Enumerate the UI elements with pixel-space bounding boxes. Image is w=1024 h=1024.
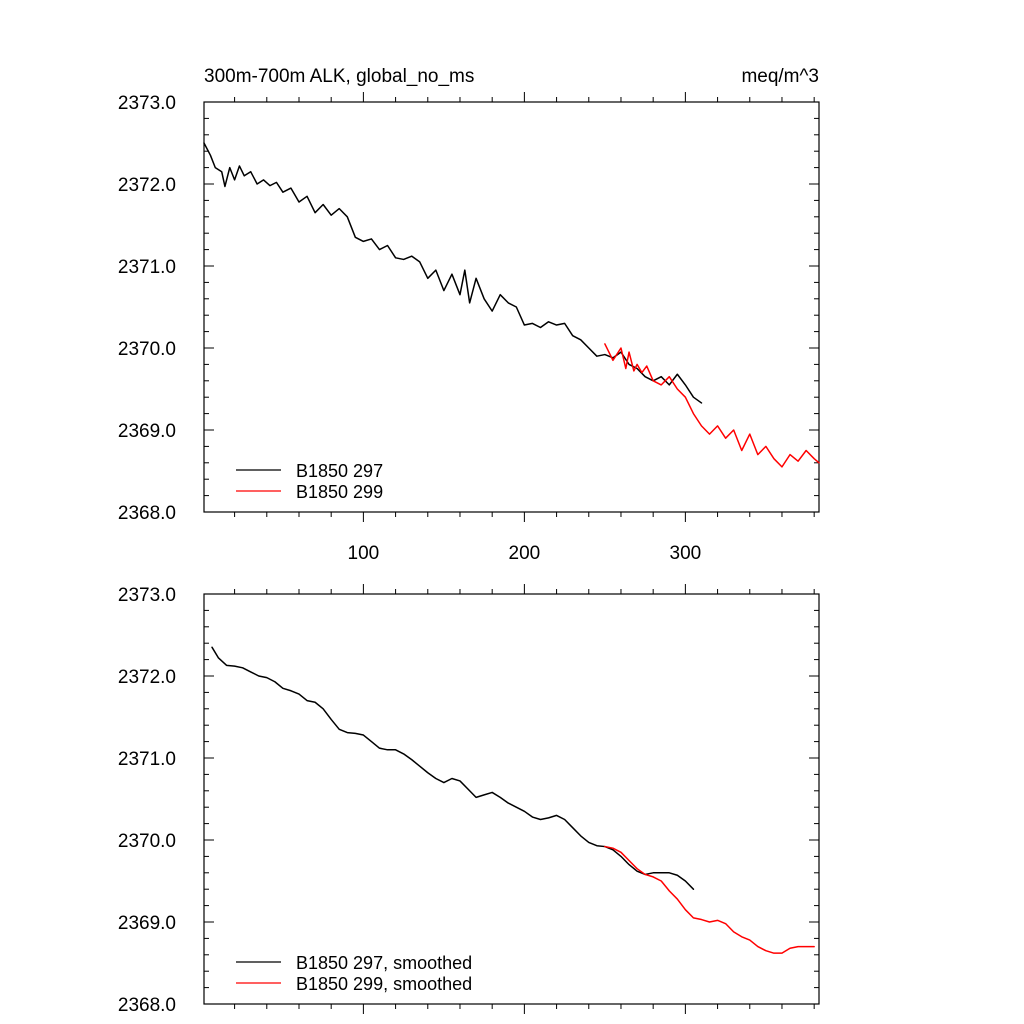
y-tick-label: 2370.0 [118,339,176,360]
y-tick-label: 2372.0 [118,667,176,688]
top-chart-units: meq/m^3 [741,66,819,87]
top-axis-ticks: 2368.0 2369.0 2370.0 2371.0 2372.0 2373.0 100 2… [118,92,819,564]
bottom-panel: 2368.0 2369.0 2370.0 2371.0 2372.0 2373.0 B18… [118,584,820,1016]
x-tick-label: 200 [509,543,541,564]
y-tick-label: 2369.0 [118,913,176,934]
y-tick-label: 2368.0 [118,995,176,1016]
y-tick-label: 2371.0 [118,749,176,770]
legend-label-b1850-299-smoothed: B1850 299, smoothed [296,974,472,994]
y-tick-label: 2372.0 [118,175,176,196]
legend-label-b1850-297: B1850 297 [296,461,383,481]
y-tick-label: 2373.0 [118,585,176,606]
x-tick-label: 100 [348,543,380,564]
y-tick-label: 2369.0 [118,421,176,442]
top-panel: 2368.0 2369.0 2370.0 2371.0 2372.0 2373.0 100 2… [118,66,820,564]
bottom-series-group [211,646,815,954]
y-tick-label: 2368.0 [118,503,176,524]
top-series-group [203,142,820,468]
bottom-axis-ticks: 2368.0 2369.0 2370.0 2371.0 2372.0 2373.0 [118,584,819,1016]
legend-label-b1850-297-smoothed: B1850 297, smoothed [296,953,472,973]
top-plot-frame [203,101,820,513]
top-legend: B1850 297 B1850 299 [236,461,383,502]
bottom-series-line-b1850-299-smoothed [604,845,815,954]
bottom-plot-frame [203,593,820,1005]
bottom-series-line-b1850-297-smoothed [211,646,695,890]
bottom-legend: B1850 297, smoothed B1850 299, smoothed [236,953,472,994]
legend-label-b1850-299: B1850 299 [296,482,383,502]
y-tick-label: 2373.0 [118,93,176,114]
y-tick-label: 2370.0 [118,831,176,852]
top-chart-title: 300m-700m ALK, global_no_ms [204,66,474,87]
x-tick-label: 300 [670,543,702,564]
top-series-line-b1850-299 [604,343,820,468]
y-tick-label: 2371.0 [118,257,176,278]
